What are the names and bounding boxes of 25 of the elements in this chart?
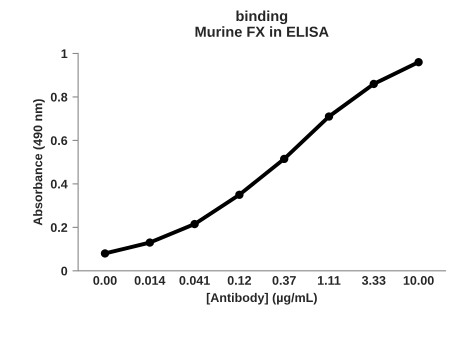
x-tick-label: 10.00 [404,276,434,285]
point [100,249,110,258]
point [146,238,154,247]
x-tick-label: 0.014 [134,276,166,285]
point [414,58,423,66]
y-axis-title: Absorbance (490 nm) [33,99,45,226]
point [235,190,244,199]
y-tick-label: 0.6 [50,136,68,146]
point [370,80,378,88]
y-tick-label: 1 [62,49,68,58]
y-tick-label: 0.4 [50,180,68,189]
chart-title: binding Murine FX in ELISA [196,10,329,37]
x-tick-label: 1.11 [318,276,340,285]
x-tick-label: 3.33 [362,276,386,285]
point [190,220,199,228]
x-tick-label: 0.37 [272,276,296,285]
y-tick-label: 0.2 [50,223,68,232]
y-tick-label: 0.8 [50,92,68,102]
point [324,112,334,121]
x-tick-label: 0.00 [93,276,117,285]
x-tick-label: 0.12 [228,276,252,285]
y-tick-label: 0 [61,266,68,276]
point [280,154,288,164]
x-tick-label: 0.041 [179,276,210,285]
x-axis-title: [Antibody] (µg/mL) [206,292,317,305]
